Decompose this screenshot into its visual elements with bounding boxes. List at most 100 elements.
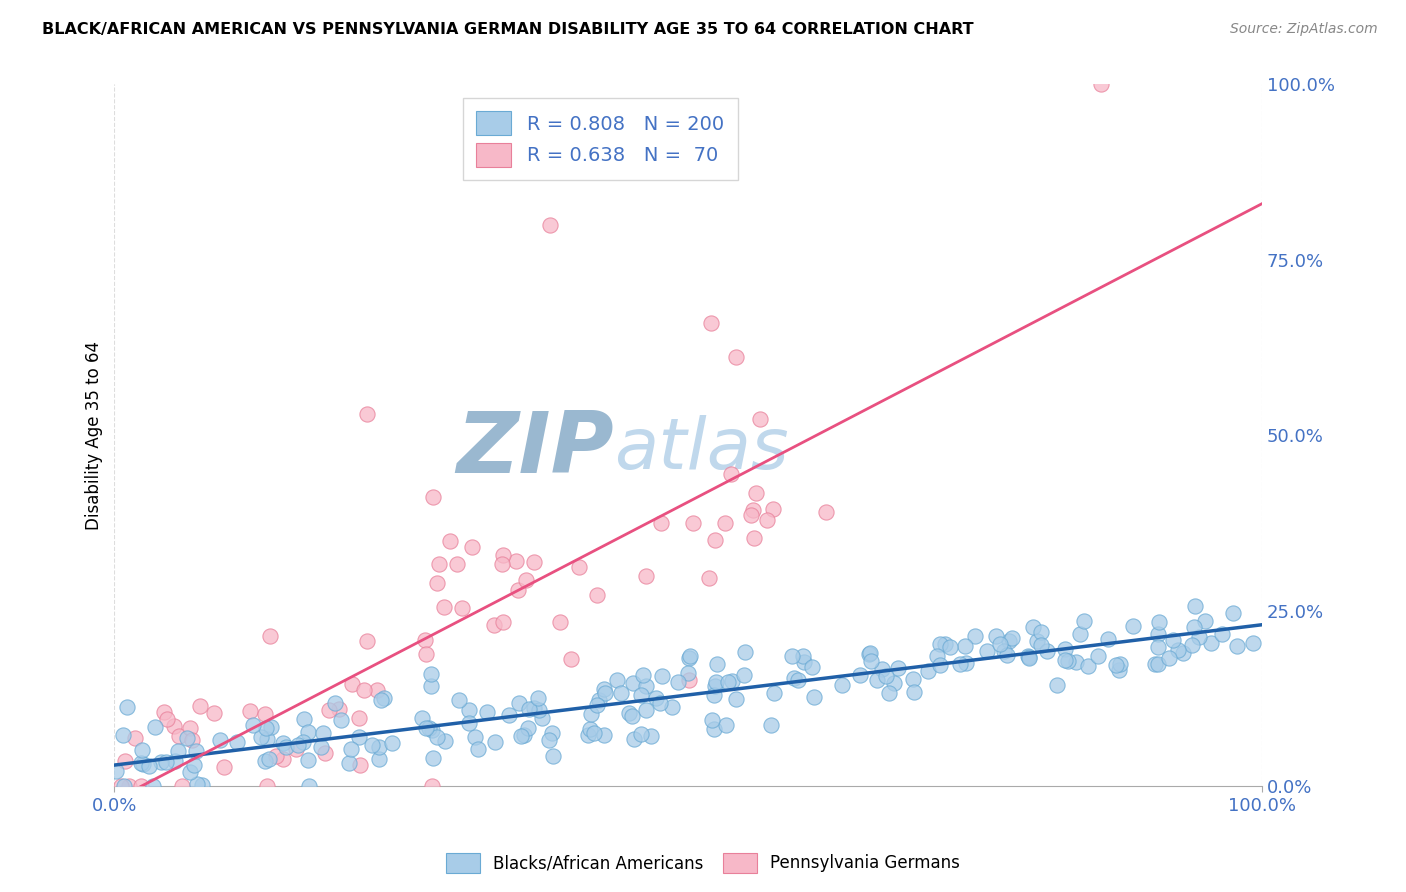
Point	[548, 615, 571, 629]
Point	[934, 637, 956, 651]
Point	[519, 702, 541, 716]
Point	[498, 708, 520, 723]
Point	[792, 649, 814, 664]
Point	[420, 667, 443, 681]
Point	[349, 730, 371, 744]
Point	[883, 676, 905, 690]
Point	[381, 736, 404, 750]
Point	[1073, 614, 1095, 628]
Point	[1122, 619, 1144, 633]
Point	[256, 779, 278, 793]
Point	[226, 735, 249, 749]
Point	[666, 674, 689, 689]
Point	[1109, 657, 1132, 671]
Point	[786, 673, 808, 687]
Point	[630, 727, 652, 741]
Point	[678, 651, 700, 665]
Point	[186, 743, 208, 757]
Text: atlas: atlas	[613, 415, 789, 483]
Point	[1046, 677, 1069, 691]
Point	[859, 654, 882, 668]
Point	[866, 673, 889, 687]
Point	[449, 693, 471, 707]
Point	[713, 516, 735, 531]
Point	[678, 673, 700, 687]
Point	[859, 647, 882, 661]
Point	[170, 779, 193, 793]
Point	[426, 575, 449, 590]
Point	[165, 755, 187, 769]
Point	[724, 350, 747, 364]
Point	[529, 703, 551, 717]
Text: ZIP: ZIP	[456, 408, 613, 491]
Point	[903, 685, 925, 699]
Point	[645, 691, 668, 706]
Point	[704, 679, 727, 693]
Point	[1222, 607, 1244, 621]
Point	[1087, 649, 1109, 664]
Point	[699, 571, 721, 585]
Point	[515, 573, 537, 587]
Point	[250, 731, 273, 745]
Point	[340, 742, 363, 756]
Point	[451, 600, 474, 615]
Point	[433, 599, 456, 614]
Point	[877, 686, 900, 700]
Point	[292, 712, 315, 726]
Point	[1149, 615, 1171, 629]
Point	[1077, 659, 1099, 673]
Point	[340, 676, 363, 690]
Point	[353, 682, 375, 697]
Point	[1146, 640, 1168, 654]
Point	[592, 682, 614, 697]
Point	[254, 707, 277, 722]
Point	[800, 660, 823, 674]
Point	[143, 720, 166, 734]
Point	[508, 696, 530, 710]
Point	[420, 723, 443, 737]
Point	[661, 700, 683, 714]
Point	[1105, 658, 1128, 673]
Point	[446, 558, 468, 572]
Point	[700, 316, 723, 330]
Point	[176, 731, 198, 745]
Point	[593, 686, 616, 700]
Point	[617, 706, 640, 720]
Point	[734, 645, 756, 659]
Point	[349, 758, 371, 772]
Point	[1182, 620, 1205, 634]
Point	[256, 731, 278, 746]
Point	[209, 733, 232, 747]
Point	[239, 704, 262, 718]
Point	[167, 744, 190, 758]
Point	[298, 779, 321, 793]
Point	[585, 698, 607, 712]
Point	[586, 588, 609, 602]
Point	[202, 706, 225, 720]
Point	[849, 668, 872, 682]
Point	[457, 703, 479, 717]
Point	[138, 758, 160, 772]
Point	[803, 690, 825, 705]
Point	[748, 412, 770, 426]
Point	[415, 721, 437, 735]
Point	[704, 533, 727, 548]
Point	[610, 686, 633, 700]
Point	[976, 644, 998, 658]
Point	[997, 648, 1019, 663]
Point	[1161, 632, 1184, 647]
Point	[858, 648, 880, 662]
Point	[583, 726, 606, 740]
Point	[1171, 646, 1194, 660]
Point	[129, 779, 152, 793]
Point	[510, 729, 533, 743]
Point	[114, 754, 136, 768]
Point	[875, 669, 897, 683]
Point	[411, 711, 433, 725]
Point	[162, 719, 184, 733]
Point	[339, 756, 361, 771]
Point	[422, 490, 444, 504]
Point	[588, 693, 610, 707]
Point	[475, 705, 498, 719]
Point	[704, 675, 727, 690]
